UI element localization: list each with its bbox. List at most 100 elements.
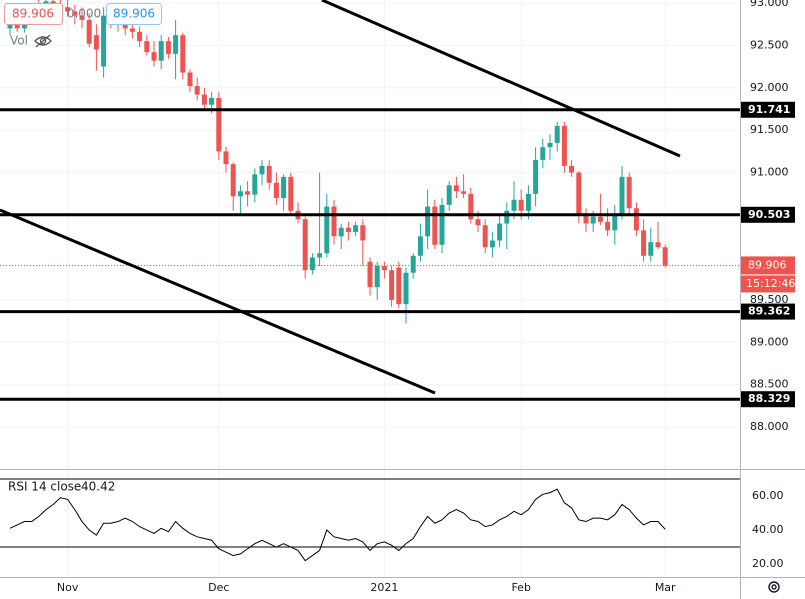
candle-body: [259, 165, 265, 175]
trend-lines: [0, 0, 681, 395]
candle-body: [396, 267, 402, 305]
candle-body: [489, 240, 495, 248]
candle-body: [518, 199, 524, 211]
candle-body: [201, 94, 207, 105]
candle-body: [7, 25, 13, 29]
candle-body: [101, 15, 107, 67]
candle-body: [655, 242, 661, 248]
y-tick-label: 60.00: [752, 489, 784, 502]
x-tick-label: Dec: [208, 581, 229, 594]
bid-box: [106, 3, 162, 25]
rsi-value: 40.42: [81, 480, 115, 494]
candle-body: [569, 165, 575, 173]
level-label: 91.741: [748, 103, 790, 116]
candle-body: [612, 215, 618, 231]
candle-body: [360, 225, 366, 241]
candle-body: [14, 25, 20, 29]
x-tick-label: Mar: [655, 581, 676, 594]
x-tick-label: Feb: [511, 581, 530, 594]
candle-body: [129, 28, 135, 32]
level-label: 90.503: [748, 208, 790, 221]
candle-body: [165, 41, 171, 54]
y-tick-label: 88.500: [750, 378, 789, 391]
price-box: [4, 3, 63, 25]
candle-body: [374, 265, 380, 288]
candle-body: [187, 72, 193, 87]
y-tick-label: 88.000: [750, 420, 789, 433]
candle-body: [151, 52, 157, 61]
candle-body: [93, 35, 99, 50]
candle-body: [180, 35, 186, 73]
candle-body: [122, 25, 128, 29]
candle-body: [511, 199, 517, 211]
rsi-title: RSI 14 close: [8, 480, 81, 494]
trend-line: [0, 208, 436, 395]
legend-bid: 89.906: [113, 7, 155, 21]
candle-body: [597, 216, 603, 222]
legend-price: 89.906: [12, 7, 54, 21]
candle-body: [79, 15, 85, 20]
candle-body: [626, 176, 632, 209]
axes: 93.000 92.500 92.000 91.500 91.000 89.500 89.0…: [57, 0, 796, 594]
eye-icon[interactable]: [34, 34, 52, 48]
candle-body: [273, 182, 279, 199]
rsi-line: [9, 488, 666, 562]
grid: [0, 0, 740, 577]
candle-body: [252, 174, 258, 195]
level-label-box: [741, 101, 795, 118]
price-pane: [0, 0, 740, 401]
settings-icon[interactable]: [768, 581, 780, 593]
candle-body: [72, 11, 78, 16]
candle-body: [389, 270, 395, 300]
candle-body: [633, 208, 639, 231]
candle-body: [605, 221, 611, 231]
candle-body: [230, 164, 236, 197]
legend-change: 0.000: [67, 7, 101, 21]
candle-body: [417, 236, 423, 256]
candle-body: [381, 265, 387, 271]
candle-body: [432, 206, 438, 245]
candle-body: [331, 206, 337, 237]
candle-body: [403, 272, 409, 305]
y-tick-label: 20.00: [752, 557, 784, 570]
y-tick-label: 91.000: [750, 166, 789, 179]
candle-body: [482, 225, 488, 248]
candle-body: [209, 97, 215, 105]
candle-body: [302, 219, 308, 271]
candle-body: [158, 41, 164, 61]
candle-body: [453, 185, 459, 192]
y-tick-label: 91.500: [750, 123, 789, 136]
candle-body: [547, 142, 553, 148]
trend-line: [321, 0, 681, 158]
last-price-box: [741, 256, 795, 275]
last-price-label: 89.906: [748, 258, 787, 271]
y-tick-label: 92.000: [750, 81, 789, 94]
candle-body: [540, 147, 546, 160]
candle-body: [648, 242, 654, 256]
y-tick-label: 92.500: [750, 38, 789, 51]
candle-body: [468, 193, 474, 220]
candle-body: [281, 176, 287, 199]
countdown-label: 15:12:46: [746, 277, 795, 290]
candle-body: [324, 206, 330, 254]
candle-body: [641, 230, 647, 256]
candle-body: [86, 19, 92, 44]
candle-body: [194, 86, 200, 95]
candle-body: [288, 176, 294, 211]
candle-body: [554, 125, 560, 143]
y-tick-label: 93.000: [750, 0, 789, 9]
candle-body: [576, 172, 582, 214]
candle-body: [425, 206, 431, 237]
y-tick-label: 89.500: [750, 293, 789, 306]
candle-body: [662, 247, 668, 266]
candle-body: [497, 223, 503, 241]
candle-body: [504, 210, 510, 224]
candle-body: [525, 193, 531, 211]
candle-body: [619, 176, 625, 216]
x-tick-label: Nov: [57, 581, 79, 594]
level-label-box: [741, 391, 795, 408]
candle-body: [353, 225, 359, 233]
candle-body: [245, 191, 251, 195]
level-label: 88.329: [748, 392, 790, 405]
